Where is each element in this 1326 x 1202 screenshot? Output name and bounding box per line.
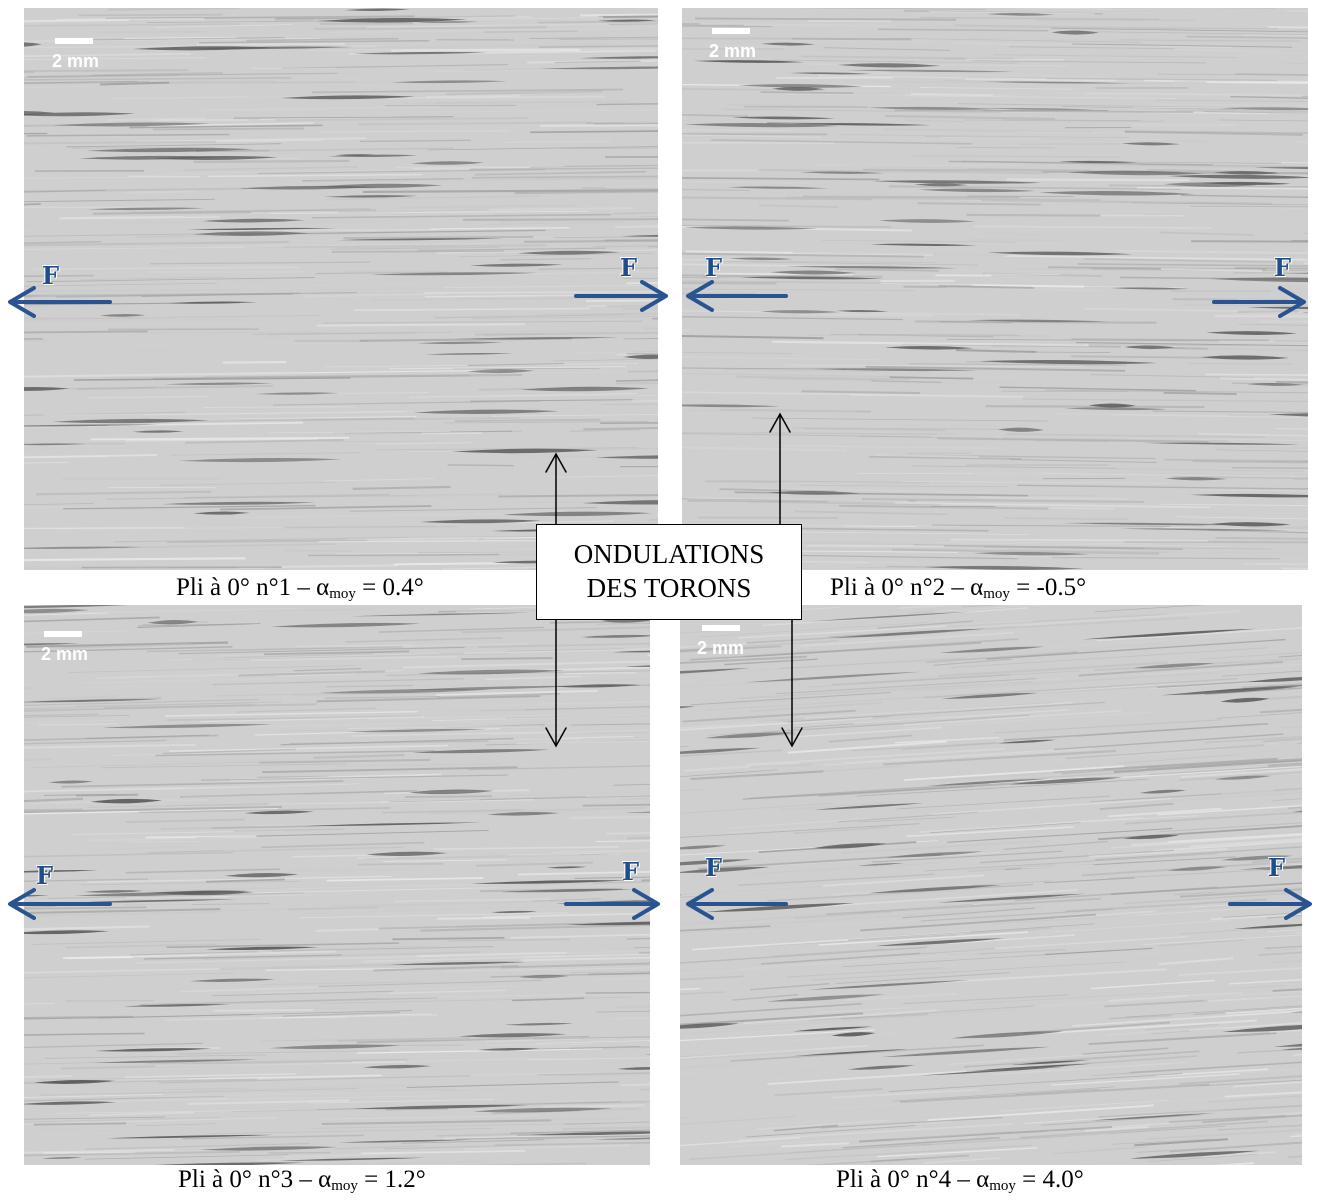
scale-label-1: 2 mm bbox=[52, 51, 100, 71]
scale-bar-2 bbox=[712, 28, 750, 34]
callout-line-2: DES TORONS bbox=[586, 573, 752, 603]
force-label-2-right: F bbox=[1274, 253, 1292, 282]
force-label-1-left: F bbox=[42, 261, 60, 290]
force-label-1-right: F bbox=[620, 253, 638, 282]
micrograph-1: 2 mm bbox=[24, 8, 658, 570]
force-label-4-right: F bbox=[1268, 853, 1286, 882]
caption-3: Pli à 0° n°3 – αmoy = 1.2° bbox=[178, 1166, 426, 1194]
fiber-texture-3 bbox=[24, 605, 650, 1165]
caption-2: Pli à 0° n°2 – αmoy = -0.5° bbox=[830, 574, 1087, 602]
force-label-3-left: F bbox=[36, 861, 54, 890]
scale-label-2: 2 mm bbox=[709, 41, 757, 61]
fiber-texture-4 bbox=[680, 605, 1302, 1165]
scale-bar-3 bbox=[44, 631, 82, 637]
scale-bar-1 bbox=[55, 38, 93, 44]
scale-label-3: 2 mm bbox=[41, 644, 89, 664]
force-label-2-left: F bbox=[705, 253, 723, 282]
caption-4: Pli à 0° n°4 – αmoy = 4.0° bbox=[836, 1166, 1084, 1194]
micrograph-4: 2 mm bbox=[680, 605, 1302, 1165]
fiber-texture-1 bbox=[24, 8, 658, 570]
callout-box: ONDULATIONS DES TORONS bbox=[536, 524, 802, 620]
micrograph-3: 2 mm bbox=[24, 605, 650, 1165]
micrograph-2: 2 mm bbox=[682, 8, 1308, 570]
scale-bar-4 bbox=[702, 625, 740, 631]
force-label-3-right: F bbox=[622, 857, 640, 886]
callout-line-1: ONDULATIONS bbox=[573, 539, 765, 569]
caption-1: Pli à 0° n°1 – αmoy = 0.4° bbox=[176, 574, 424, 602]
fiber-texture-2 bbox=[682, 8, 1308, 570]
force-label-4-left: F bbox=[705, 853, 723, 882]
scale-label-4: 2 mm bbox=[697, 638, 745, 658]
